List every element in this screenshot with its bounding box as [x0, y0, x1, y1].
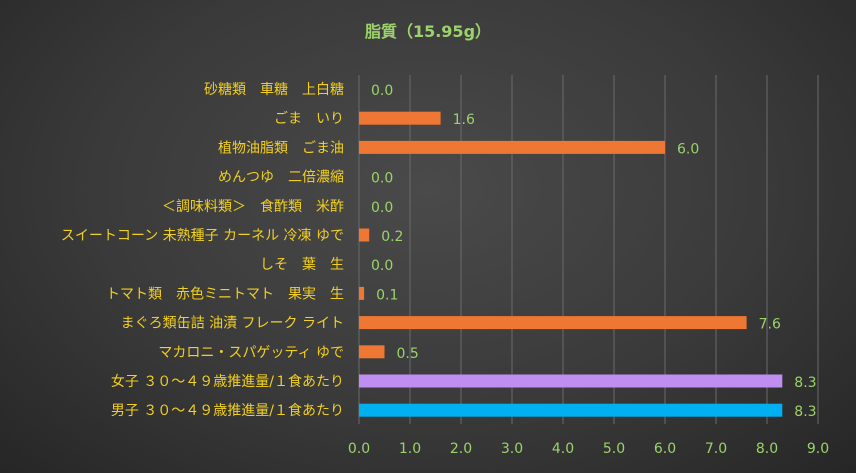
category-label: スイートコーン 未熟種子 カーネル 冷凍 ゆで — [61, 228, 344, 244]
bars — [359, 111, 783, 417]
data-label: 0.0 — [371, 200, 393, 216]
data-label: 7.6 — [759, 317, 781, 333]
category-label: トマト類 赤色ミニトマト 果実 生 — [106, 285, 344, 302]
x-tick-label: 8.0 — [756, 441, 778, 457]
x-tick-label: 3.0 — [501, 441, 523, 457]
data-label: 8.3 — [794, 375, 816, 391]
category-label: まぐろ類缶詰 油漬 フレーク ライト — [121, 316, 344, 332]
data-label: 8.3 — [794, 404, 816, 420]
x-tick-label: 1.0 — [399, 441, 421, 457]
category-label: 女子 ３０～４９歳推進量/１食あたり — [111, 373, 344, 390]
bar — [359, 140, 665, 154]
category-label: マカロニ・スパゲッティ ゆで — [158, 345, 344, 361]
chart-title: 脂質（15.95g） — [365, 22, 491, 41]
category-label: ＜調味料類＞ 食酢類 米酢 — [162, 198, 344, 215]
data-label: 1.6 — [453, 112, 475, 128]
category-label: 植物油脂類 ごま油 — [218, 140, 344, 156]
bar — [359, 403, 783, 417]
data-label: 0.0 — [371, 171, 393, 187]
data-label: 0.0 — [371, 258, 393, 274]
data-label: 0.2 — [381, 229, 403, 245]
bar — [359, 228, 370, 242]
x-tick-label: 7.0 — [705, 441, 727, 457]
category-label: めんつゆ 二倍濃縮 — [218, 170, 344, 186]
data-label: 0.0 — [371, 83, 393, 99]
value-labels: 0.0 1.6 6.0 0.0 0.0 0.2 0.0 0.1 7.6 0.5 8.3 8.3 — [371, 83, 817, 420]
bar — [359, 286, 365, 300]
x-tick-label: 6.0 — [654, 441, 676, 457]
data-label: 0.5 — [397, 346, 419, 362]
category-label: 男子 ３０～４９歳推進量/１食あたり — [111, 402, 344, 419]
grid-lines — [358, 75, 819, 424]
x-tick-label: 5.0 — [603, 441, 625, 457]
bar — [359, 345, 385, 359]
category-label: 砂糖類 車糖 上白糖 — [204, 81, 344, 98]
data-label: 0.1 — [376, 287, 398, 303]
data-label: 6.0 — [677, 141, 699, 157]
x-tick-label: 9.0 — [807, 441, 829, 457]
bar — [359, 374, 783, 388]
category-label: ごま いり — [274, 111, 344, 127]
x-axis-ticks: 0.0 1.0 2.0 3.0 4.0 5.0 6.0 7.0 8.0 9.0 — [348, 441, 829, 457]
bar — [359, 111, 441, 125]
x-tick-label: 4.0 — [552, 441, 574, 457]
x-tick-label: 2.0 — [450, 441, 472, 457]
category-label: しそ 葉 生 — [260, 257, 344, 273]
bar — [359, 316, 747, 330]
x-tick-label: 0.0 — [348, 441, 370, 457]
